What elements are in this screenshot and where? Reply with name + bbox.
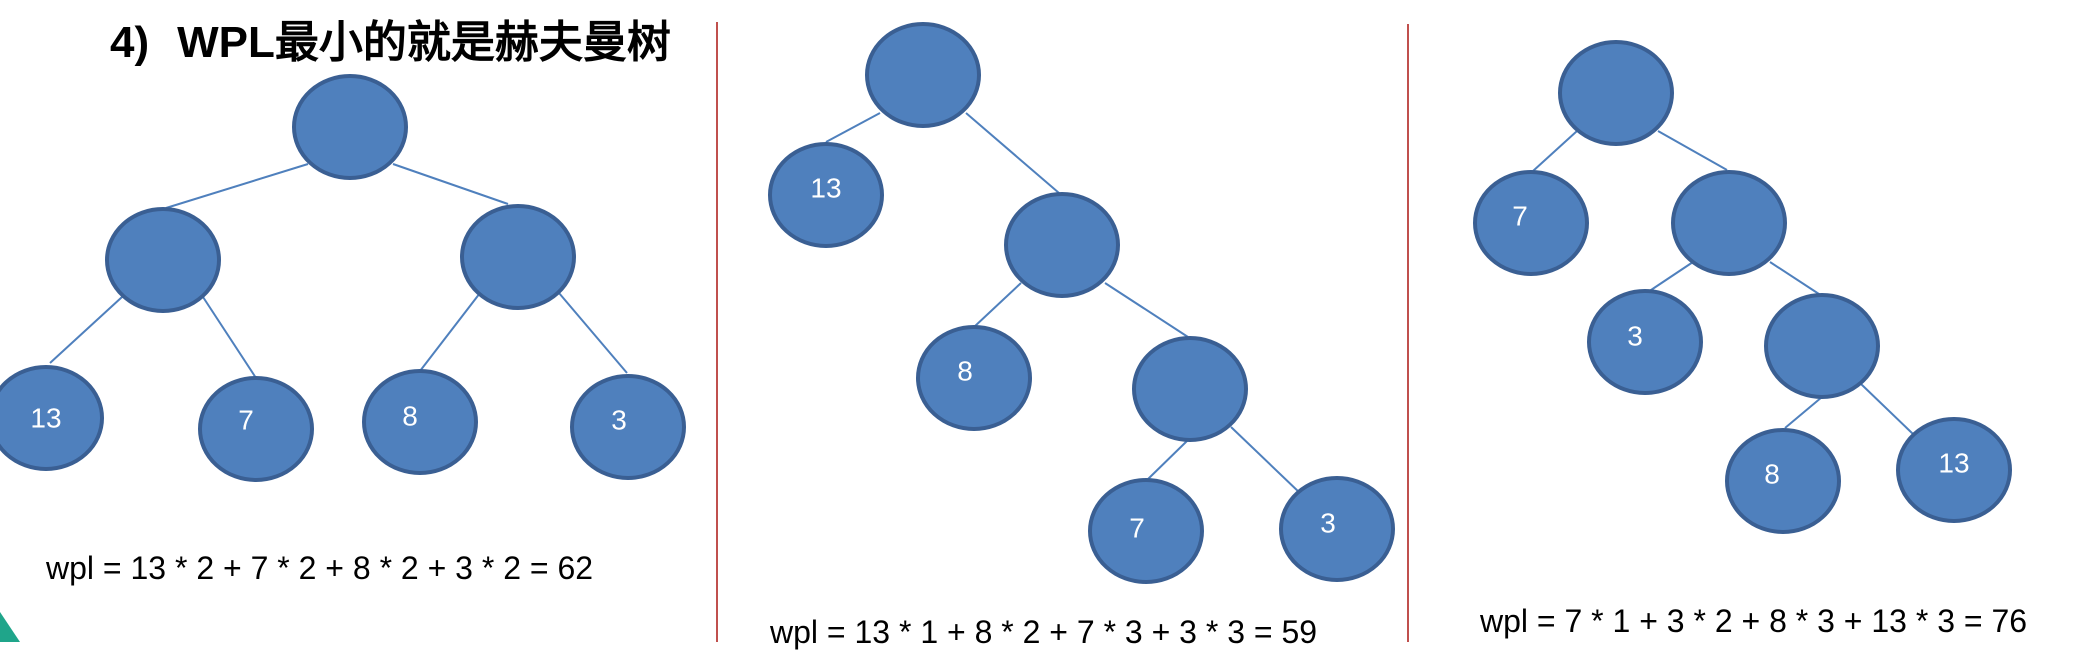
- tree-1-leaf-label-1: 13: [30, 402, 61, 433]
- tree-1-leaf-node-4: [570, 374, 686, 480]
- edge: [1657, 130, 1728, 171]
- slide-heading: 4) WPL最小的就是赫夫曼树: [110, 6, 671, 70]
- edge: [1769, 261, 1823, 297]
- tree-2-leaf-node-3: [1088, 478, 1204, 584]
- tree-3-labels: 7 3 8 13: [1512, 200, 1969, 489]
- tree-1-internal-node: [105, 207, 221, 313]
- edge: [1104, 282, 1189, 338]
- tree-2: [825, 112, 1302, 495]
- tree-3-leaf-node-3: [1725, 428, 1841, 534]
- tree-3-root-node: [1558, 40, 1674, 146]
- heading-number: 4): [110, 18, 150, 67]
- tree-2-leaf-label-3: 7: [1129, 512, 1145, 543]
- tree-2-leaf-node-2: [916, 325, 1032, 431]
- tree-1-leaf-node-3: [362, 369, 478, 475]
- tree-3-leaf-label-4: 13: [1938, 447, 1969, 478]
- tree-3-leaf-label-2: 3: [1627, 320, 1643, 351]
- edge: [1230, 426, 1302, 495]
- tree-3-nodes: [1473, 40, 2012, 534]
- tree-2-wpl-formula: wpl = 13 * 1 + 8 * 2 + 7 * 3 + 3 * 3 = 5…: [770, 614, 1318, 650]
- edge: [558, 292, 628, 374]
- tree-3-internal-node: [1671, 170, 1787, 276]
- tree-2-internal-node: [1004, 192, 1120, 298]
- tree-3: [1532, 130, 1914, 435]
- edge: [392, 163, 509, 205]
- tree-2-leaf-node-4: [1279, 476, 1395, 582]
- edge: [202, 296, 257, 379]
- tree-3-wpl-formula: wpl = 7 * 1 + 3 * 2 + 8 * 3 + 13 * 3 = 7…: [1480, 603, 2028, 639]
- tree-3-leaf-node-1: [1473, 170, 1589, 276]
- tree-1-leaf-node-2: [198, 376, 314, 482]
- edge: [49, 296, 123, 364]
- tree-3-leaf-label-3: 8: [1764, 458, 1780, 489]
- tree-1-internal-node: [460, 204, 576, 310]
- tree-1-labels: 13 7 8 3: [30, 400, 626, 435]
- tree-1-leaf-label-3: 8: [402, 400, 418, 431]
- tree-2-leaf-node-1: [768, 142, 884, 248]
- tree-2-leaf-label-1: 13: [810, 172, 841, 203]
- tree-3-leaf-node-4: [1896, 417, 2012, 523]
- edge: [973, 282, 1022, 328]
- tree-2-root-node: [865, 22, 981, 128]
- tree-2-labels: 13 8 7 3: [810, 172, 1335, 543]
- heading-text: WPL最小的就是赫夫曼树: [177, 18, 671, 67]
- tree-3-internal-node: [1764, 293, 1880, 399]
- edge: [1647, 261, 1694, 293]
- tree-2-leaf-label-2: 8: [957, 355, 973, 386]
- edge: [1532, 130, 1578, 172]
- corner-decoration: [0, 612, 20, 642]
- edge: [1145, 439, 1189, 482]
- tree-1-wpl-formula: wpl = 13 * 2 + 7 * 2 + 8 * 2 + 3 * 2 = 6…: [46, 550, 594, 586]
- edge: [1860, 383, 1914, 435]
- edge: [965, 112, 1060, 194]
- tree-2-leaf-label-4: 3: [1320, 507, 1336, 538]
- tree-1-leaf-label-2: 7: [238, 404, 254, 435]
- tree-3-leaf-label-1: 7: [1512, 200, 1528, 231]
- tree-1-root-node: [292, 74, 408, 180]
- tree-1-leaf-node-1: [0, 365, 104, 471]
- tree-1-leaf-label-4: 3: [611, 404, 627, 435]
- tree-1-nodes: [0, 74, 686, 482]
- tree-2-internal-node: [1132, 336, 1248, 442]
- tree-3-leaf-node-2: [1587, 289, 1703, 395]
- edge: [165, 163, 309, 209]
- edge: [1784, 396, 1823, 429]
- edge: [825, 112, 881, 143]
- edge: [419, 292, 481, 372]
- tree-2-nodes: [768, 22, 1395, 584]
- tree-1: [49, 163, 628, 379]
